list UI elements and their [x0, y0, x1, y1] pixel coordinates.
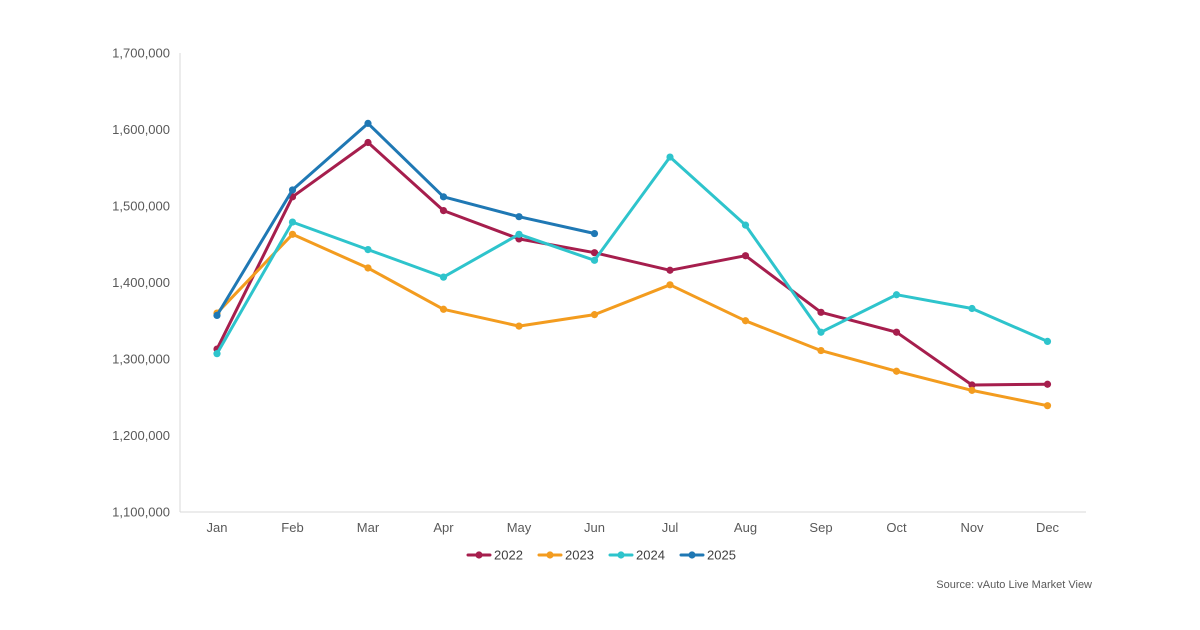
y-tick-label: 1,400,000 — [112, 275, 170, 290]
data-point-2022 — [439, 206, 448, 215]
legend-swatch-marker — [617, 551, 625, 559]
x-tick-label: Jun — [584, 520, 605, 535]
data-point-2025 — [364, 119, 372, 127]
y-tick-label: 1,700,000 — [112, 46, 170, 61]
data-point-2023 — [666, 281, 674, 289]
legend: 2022 2023 2024 2025 — [466, 548, 736, 563]
data-point-2024 — [364, 246, 372, 254]
y-tick-label: 1,600,000 — [112, 122, 170, 137]
source-note: Source: vAuto Live Market View — [936, 579, 1092, 591]
data-point-2023 — [515, 322, 523, 330]
x-tick-label: Nov — [960, 520, 984, 535]
data-point-2022 — [1043, 380, 1052, 388]
data-point-2024 — [590, 256, 599, 264]
x-tick-label: Aug — [734, 520, 757, 535]
data-point-2022 — [364, 138, 372, 147]
data-point-2023 — [892, 367, 901, 375]
data-point-2023 — [817, 346, 825, 355]
legend-label: 2025 — [707, 548, 736, 563]
axes: 1,100,000 1,200,000 1,300,000 1,400,000 1,50… — [112, 46, 1086, 535]
data-point-2023 — [1043, 402, 1052, 410]
y-tick-label: 1,100,000 — [112, 505, 170, 520]
data-point-2024 — [213, 350, 221, 358]
x-tick-label: Feb — [281, 520, 303, 535]
legend-swatch-marker — [546, 551, 554, 559]
data-point-2025 — [288, 186, 297, 194]
legend-item-2025: 2025 — [679, 548, 736, 563]
data-point-2022 — [817, 308, 825, 316]
legend-item-2024: 2024 — [608, 548, 665, 563]
x-tick-label: Dec — [1036, 520, 1060, 535]
data-point-2022 — [968, 381, 976, 389]
legend-swatch-marker — [475, 551, 483, 559]
legend-item-2023: 2023 — [537, 548, 594, 563]
x-tick-label: May — [507, 520, 532, 535]
data-point-2023 — [741, 317, 750, 325]
legend-label: 2024 — [636, 548, 665, 563]
data-point-2024 — [515, 230, 523, 238]
data-point-2024 — [1043, 337, 1052, 346]
data-point-2023 — [364, 264, 372, 272]
data-point-2025 — [213, 311, 221, 319]
legend-swatch-marker — [688, 551, 696, 559]
data-point-2024 — [817, 328, 825, 336]
y-tick-label: 1,500,000 — [112, 199, 170, 214]
data-point-2022 — [590, 249, 599, 257]
data-point-2025 — [515, 213, 523, 221]
y-tick-label: 1,300,000 — [112, 352, 170, 367]
series-group — [213, 119, 1052, 410]
series-line-2022 — [215, 141, 1049, 387]
data-point-2024 — [968, 304, 976, 313]
legend-label: 2023 — [565, 548, 594, 563]
series-line-2025 — [215, 121, 596, 317]
data-point-2023 — [439, 305, 448, 313]
data-point-2024 — [892, 291, 901, 299]
data-point-2025 — [590, 229, 599, 238]
series-2025 — [213, 119, 599, 319]
series-2023 — [213, 230, 1052, 410]
data-point-2024 — [666, 153, 674, 161]
data-point-2022 — [892, 328, 901, 336]
legend-label: 2022 — [494, 548, 523, 563]
x-tick-label: Apr — [433, 520, 454, 535]
data-point-2023 — [288, 230, 297, 238]
data-point-2023 — [590, 311, 599, 319]
x-tick-label: Jul — [662, 520, 679, 535]
series-2024 — [213, 153, 1052, 358]
series-line-2023 — [215, 232, 1049, 408]
legend-item-2022: 2022 — [466, 548, 523, 563]
data-point-2022 — [741, 252, 750, 260]
x-tick-label: Sep — [809, 520, 832, 535]
y-tick-label: 1,200,000 — [112, 428, 170, 443]
data-point-2023 — [968, 386, 976, 394]
data-point-2022 — [666, 266, 674, 274]
data-point-2024 — [741, 221, 750, 229]
data-point-2025 — [439, 193, 448, 201]
x-tick-label: Mar — [357, 520, 380, 535]
data-point-2024 — [288, 218, 297, 226]
data-point-2024 — [439, 273, 448, 281]
series-line-2024 — [215, 155, 1049, 356]
x-tick-label: Oct — [886, 520, 907, 535]
series-2022 — [213, 138, 1052, 389]
x-tick-label: Jan — [207, 520, 228, 535]
